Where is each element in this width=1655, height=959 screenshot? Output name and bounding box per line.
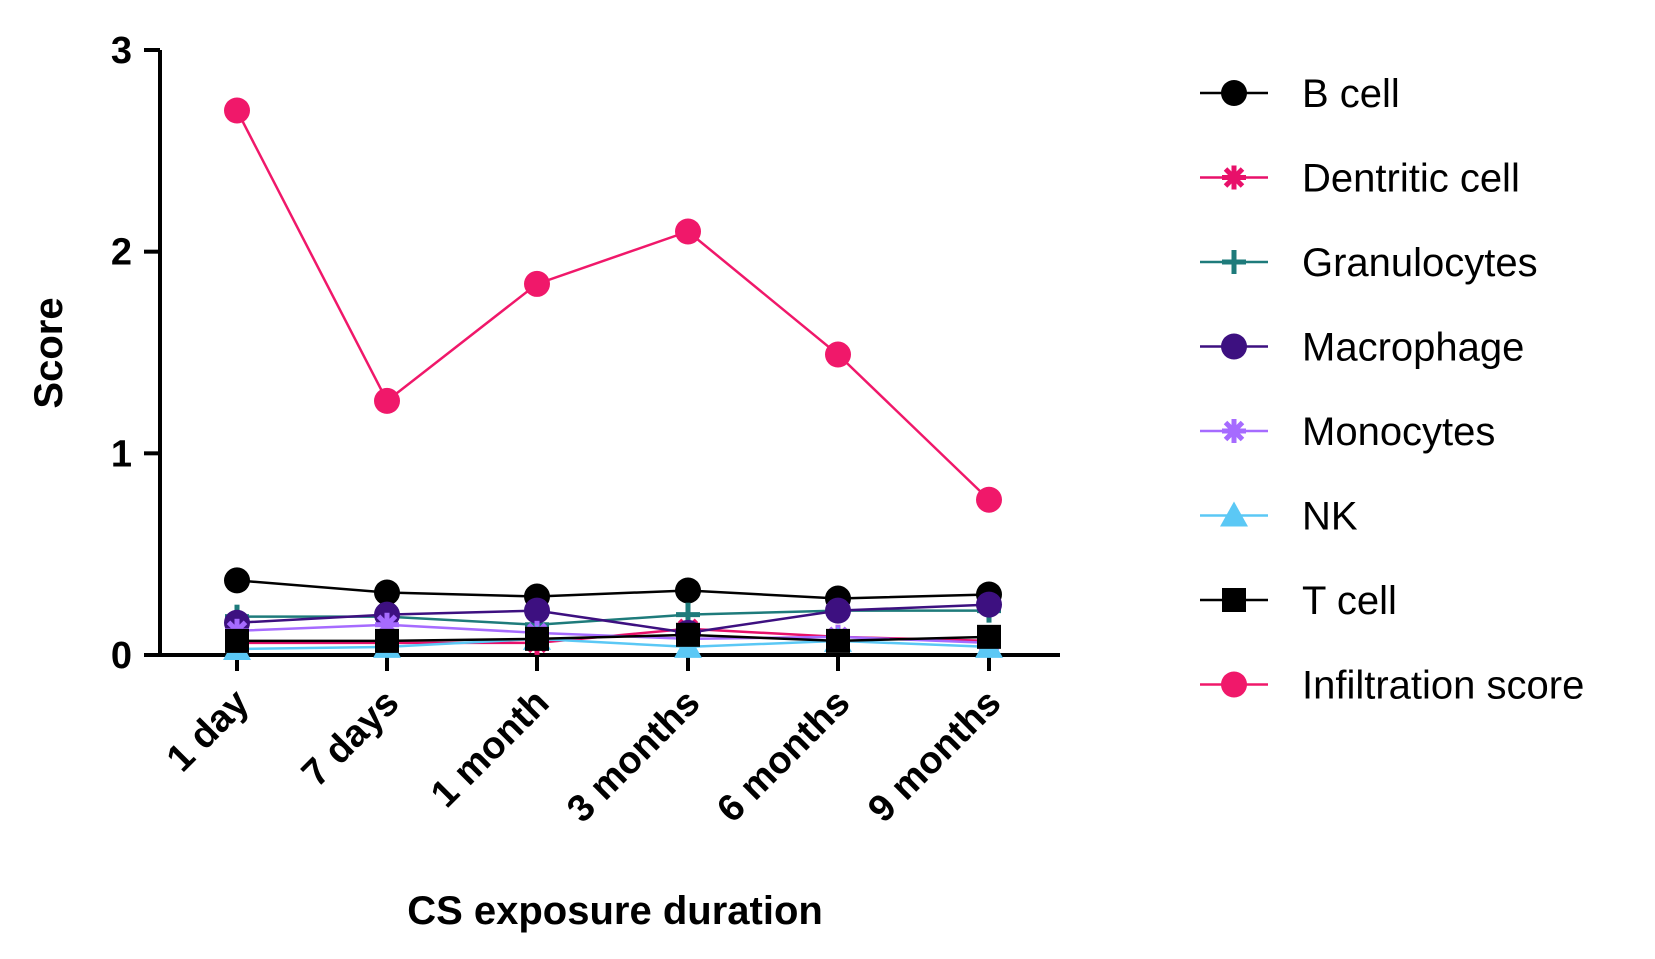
y-tick-label: 0 bbox=[111, 635, 132, 677]
legend-marker bbox=[1222, 419, 1246, 443]
series-b-cell bbox=[224, 567, 1002, 612]
x-tick-label: 1 day bbox=[159, 682, 257, 780]
legend-label: Macrophage bbox=[1302, 326, 1524, 370]
series-infiltration-score bbox=[224, 97, 1002, 513]
x-tick-label: 7 days bbox=[294, 682, 407, 795]
y-tick-label: 2 bbox=[111, 232, 132, 274]
data-point bbox=[826, 628, 850, 653]
legend-marker bbox=[1221, 333, 1247, 360]
series-line bbox=[236, 637, 990, 651]
x-tick-label: 1 month bbox=[423, 682, 557, 816]
legend-marker bbox=[1222, 250, 1246, 274]
legend-item: Granulocytes bbox=[1200, 241, 1538, 285]
data-point bbox=[977, 624, 1001, 649]
series-line bbox=[236, 579, 990, 600]
data-point bbox=[525, 626, 549, 651]
series-line bbox=[236, 603, 990, 635]
data-point bbox=[374, 579, 400, 606]
legend-item: Infiltration score bbox=[1200, 664, 1584, 708]
legend-item: B cell bbox=[1200, 72, 1400, 116]
series-line bbox=[237, 633, 990, 643]
legend-marker bbox=[1221, 671, 1247, 698]
data-point bbox=[524, 270, 550, 297]
legend-label: Infiltration score bbox=[1302, 664, 1584, 708]
x-tick-label: 3 months bbox=[559, 682, 708, 831]
x-axis-title: CS exposure duration bbox=[407, 889, 823, 933]
data-point bbox=[976, 591, 1002, 618]
data-point bbox=[524, 597, 550, 624]
data-point bbox=[676, 622, 700, 647]
legend-marker bbox=[1220, 501, 1248, 527]
data-point bbox=[375, 628, 399, 653]
data-point bbox=[225, 628, 249, 653]
data-point bbox=[675, 577, 701, 604]
y-axis-title: Score bbox=[27, 297, 71, 408]
data-point bbox=[224, 97, 250, 124]
y-tick-label: 3 bbox=[111, 30, 132, 72]
legend-label: Granulocytes bbox=[1302, 241, 1538, 285]
legend-marker bbox=[1222, 588, 1246, 612]
legend-label: Monocytes bbox=[1302, 410, 1495, 454]
x-tick-label: 9 months bbox=[860, 682, 1009, 831]
series-t-cell bbox=[225, 622, 1001, 653]
legend-item: Monocytes bbox=[1200, 410, 1495, 454]
data-point bbox=[675, 218, 701, 245]
legend: B cell Dentritic cell Granulocytes Macropha… bbox=[1200, 72, 1584, 708]
x-tick-label: 6 months bbox=[709, 682, 858, 831]
y-tick-label: 1 bbox=[111, 433, 132, 475]
data-point bbox=[224, 567, 250, 594]
legend-marker bbox=[1221, 80, 1247, 106]
legend-label: Dentritic cell bbox=[1302, 157, 1520, 201]
legend-item: Dentritic cell bbox=[1200, 157, 1520, 201]
legend-item: NK bbox=[1200, 495, 1358, 539]
data-point bbox=[825, 341, 851, 368]
legend-label: NK bbox=[1302, 495, 1358, 539]
legend-item: Macrophage bbox=[1200, 326, 1524, 370]
legend-item: T cell bbox=[1200, 579, 1397, 623]
data-point bbox=[374, 387, 400, 414]
data-point bbox=[976, 486, 1002, 513]
legend-marker bbox=[1222, 165, 1246, 190]
data-point bbox=[825, 597, 851, 624]
series-line bbox=[235, 109, 990, 501]
series-layer bbox=[223, 97, 1003, 660]
legend-label: B cell bbox=[1302, 72, 1400, 116]
legend-label: T cell bbox=[1302, 579, 1397, 623]
